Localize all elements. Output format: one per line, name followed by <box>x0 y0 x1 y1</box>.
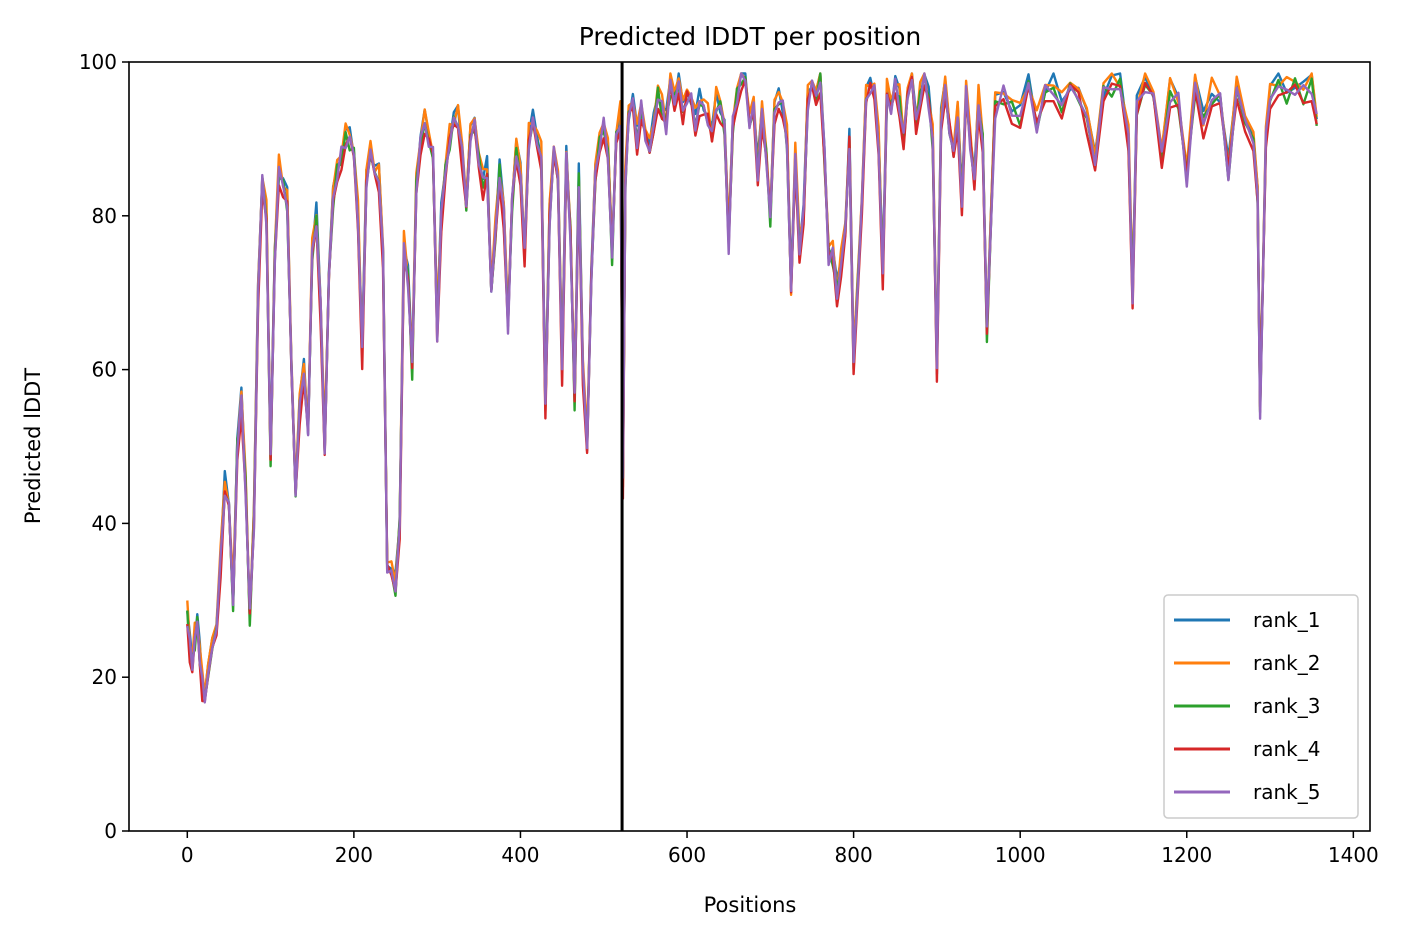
series-line-rank_5 <box>186 72 1318 704</box>
plot-lines <box>186 72 1318 704</box>
y-tick-label: 60 <box>92 358 117 382</box>
y-tick-label: 0 <box>104 819 117 843</box>
x-axis-label: Positions <box>704 893 797 917</box>
series-line-rank_2 <box>186 72 1318 697</box>
legend: rank_1 rank_2 rank_3 rank_4 rank_5 <box>1163 594 1359 819</box>
x-tick-label: 1200 <box>1161 843 1212 867</box>
legend-label-rank_2: rank_2 <box>1253 651 1320 675</box>
legend-label-rank_5: rank_5 <box>1253 780 1320 804</box>
x-tick-label: 600 <box>668 843 706 867</box>
y-axis-ticks: 0 20 40 60 80 100 <box>79 50 129 843</box>
series-line-rank_3 <box>186 72 1318 701</box>
series-line-rank_4 <box>186 75 1318 703</box>
x-tick-label: 400 <box>501 843 539 867</box>
legend-label-rank_4: rank_4 <box>1253 737 1320 761</box>
legend-label-rank_3: rank_3 <box>1253 694 1320 718</box>
x-tick-label: 200 <box>335 843 373 867</box>
x-tick-label: 1400 <box>1328 843 1379 867</box>
y-tick-label: 20 <box>92 665 117 689</box>
legend-box <box>1163 594 1359 819</box>
legend-label-rank_1: rank_1 <box>1253 608 1320 632</box>
axes-frame <box>128 61 1371 832</box>
x-tick-label: 800 <box>835 843 873 867</box>
x-tick-label: 0 <box>181 843 194 867</box>
x-tick-label: 1000 <box>995 843 1046 867</box>
chart-title: Predicted lDDT per position <box>579 22 921 51</box>
x-axis-ticks: 0 200 400 600 800 1000 1200 1400 <box>181 831 1379 867</box>
y-tick-label: 40 <box>92 511 117 535</box>
y-tick-label: 80 <box>92 204 117 228</box>
series-line-rank_1 <box>186 72 1318 695</box>
y-axis-label: Predicted lDDT <box>21 368 45 524</box>
y-tick-label: 100 <box>79 50 117 74</box>
